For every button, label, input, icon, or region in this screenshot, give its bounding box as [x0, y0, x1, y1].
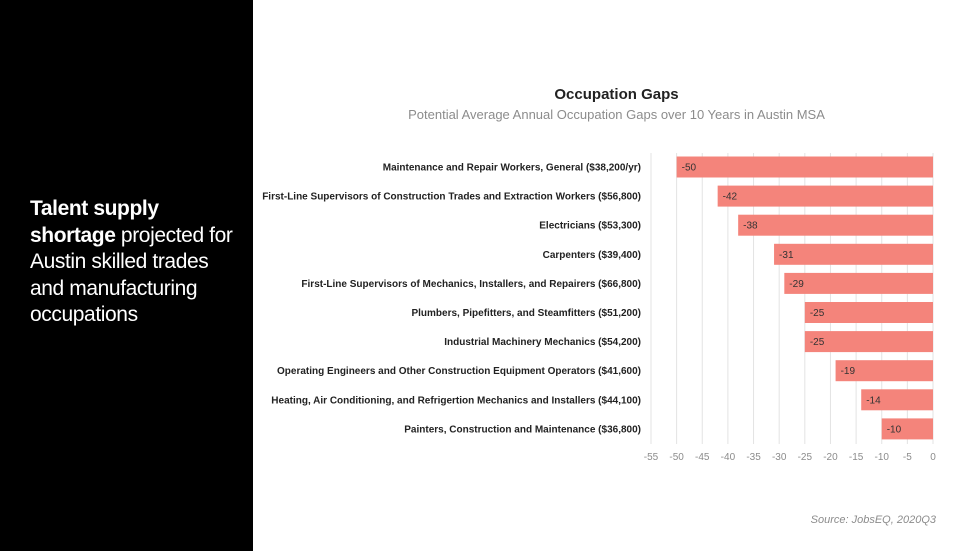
category-label: Carpenters ($39,400) — [543, 250, 641, 261]
category-label: Plumbers, Pipefitters, and Steamfitters … — [411, 308, 641, 319]
x-tick-label: -55 — [644, 452, 659, 463]
bar — [835, 360, 933, 382]
bar — [804, 302, 933, 323]
headline: Talent supply shortage projected for Aus… — [30, 196, 235, 329]
bar — [861, 389, 933, 411]
x-tick-label: -10 — [875, 452, 890, 463]
chart-title: Occupation Gaps — [554, 86, 679, 103]
left-panel: Talent supply shortage projected for Aus… — [0, 0, 253, 551]
data-label: -10 — [887, 424, 902, 435]
data-label: -29 — [789, 279, 804, 290]
bar — [676, 156, 933, 178]
x-tick-label: -50 — [669, 452, 684, 463]
headline-strong: Talent supply shortage — [30, 197, 159, 247]
x-tick-label: -25 — [798, 452, 813, 463]
x-tick-label: -15 — [849, 452, 864, 463]
data-label: -42 — [723, 192, 738, 203]
chart-subtitle: Potential Average Annual Occupation Gaps… — [408, 107, 825, 122]
data-label: -50 — [682, 163, 697, 174]
bar — [804, 331, 933, 353]
category-label: Painters, Construction and Maintenance (… — [404, 424, 641, 435]
x-tick-label: -35 — [746, 452, 761, 463]
bar — [738, 214, 933, 236]
x-tick-label: 0 — [930, 452, 936, 463]
data-label: -19 — [841, 366, 856, 377]
headline-rest: projected for Austin skilled trades and … — [30, 223, 233, 327]
category-label: Maintenance and Repair Workers, General … — [383, 163, 641, 174]
category-label: Operating Engineers and Other Constructi… — [277, 366, 641, 377]
bar — [784, 272, 933, 294]
x-tick-label: -45 — [695, 452, 710, 463]
bar — [774, 243, 933, 265]
bar — [717, 185, 933, 207]
data-label: -25 — [810, 308, 825, 319]
category-label: First-Line Supervisors of Mechanics, Ins… — [301, 279, 641, 290]
data-label: -14 — [866, 395, 881, 406]
x-tick-label: -40 — [721, 452, 736, 463]
x-tick-label: -20 — [823, 452, 838, 463]
bar — [881, 418, 933, 440]
category-label: Electricians ($53,300) — [539, 221, 641, 232]
x-tick-label: -30 — [772, 452, 787, 463]
source-note: Source: JobsEQ, 2020Q3 — [810, 514, 936, 526]
category-label: Industrial Machinery Mechanics ($54,200) — [444, 337, 641, 348]
category-label: Heating, Air Conditioning, and Refrigert… — [271, 395, 641, 406]
data-label: -25 — [810, 337, 825, 348]
x-tick-label: -5 — [903, 452, 912, 463]
data-label: -31 — [779, 250, 794, 261]
category-label: First-Line Supervisors of Construction T… — [262, 192, 641, 203]
data-label: -38 — [743, 221, 758, 232]
